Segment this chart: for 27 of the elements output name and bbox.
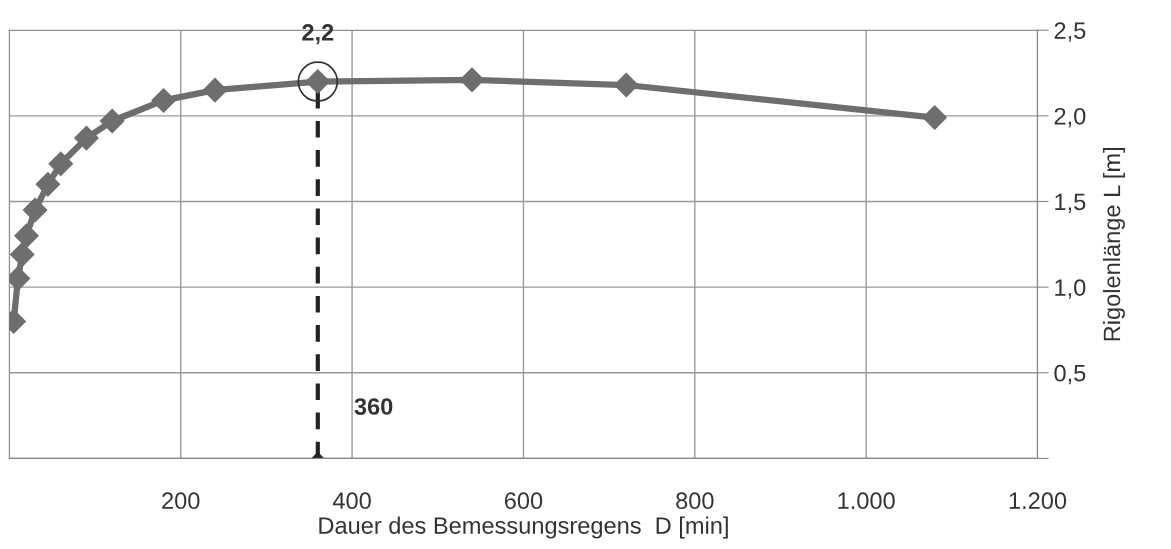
y-tick-label: 2,5	[1054, 22, 1086, 42]
point	[9, 242, 35, 267]
annotation: 2,2	[302, 24, 334, 45]
x-tick-label: 1.000	[838, 492, 895, 510]
point	[151, 88, 176, 113]
x-tick-label: 200	[162, 492, 200, 510]
x-tick-label: 800	[676, 492, 714, 510]
point	[14, 223, 39, 249]
x-tick-label: 1.200	[1009, 492, 1067, 510]
x-tick-label: 600	[504, 492, 543, 510]
y-tick-label: 0,5	[1054, 364, 1086, 385]
point	[22, 197, 48, 223]
annotation: 360	[354, 398, 393, 415]
y-tick-label: 1,5	[1055, 193, 1086, 214]
x-tick-label: 400	[332, 492, 371, 510]
point	[48, 151, 74, 177]
y-tick-label: 1,0	[1055, 279, 1086, 299]
point	[459, 67, 485, 93]
point	[74, 125, 99, 151]
y-tick-label: 2,0	[1054, 107, 1086, 128]
point	[35, 172, 61, 197]
y-axis-title: Rigolenlänge L [m]	[1102, 147, 1125, 341]
point	[922, 105, 947, 130]
x-axis-title: Dauer des Bemessungsregens D [min]	[319, 516, 728, 539]
point	[99, 108, 125, 134]
point	[202, 77, 228, 103]
point	[613, 72, 639, 98]
